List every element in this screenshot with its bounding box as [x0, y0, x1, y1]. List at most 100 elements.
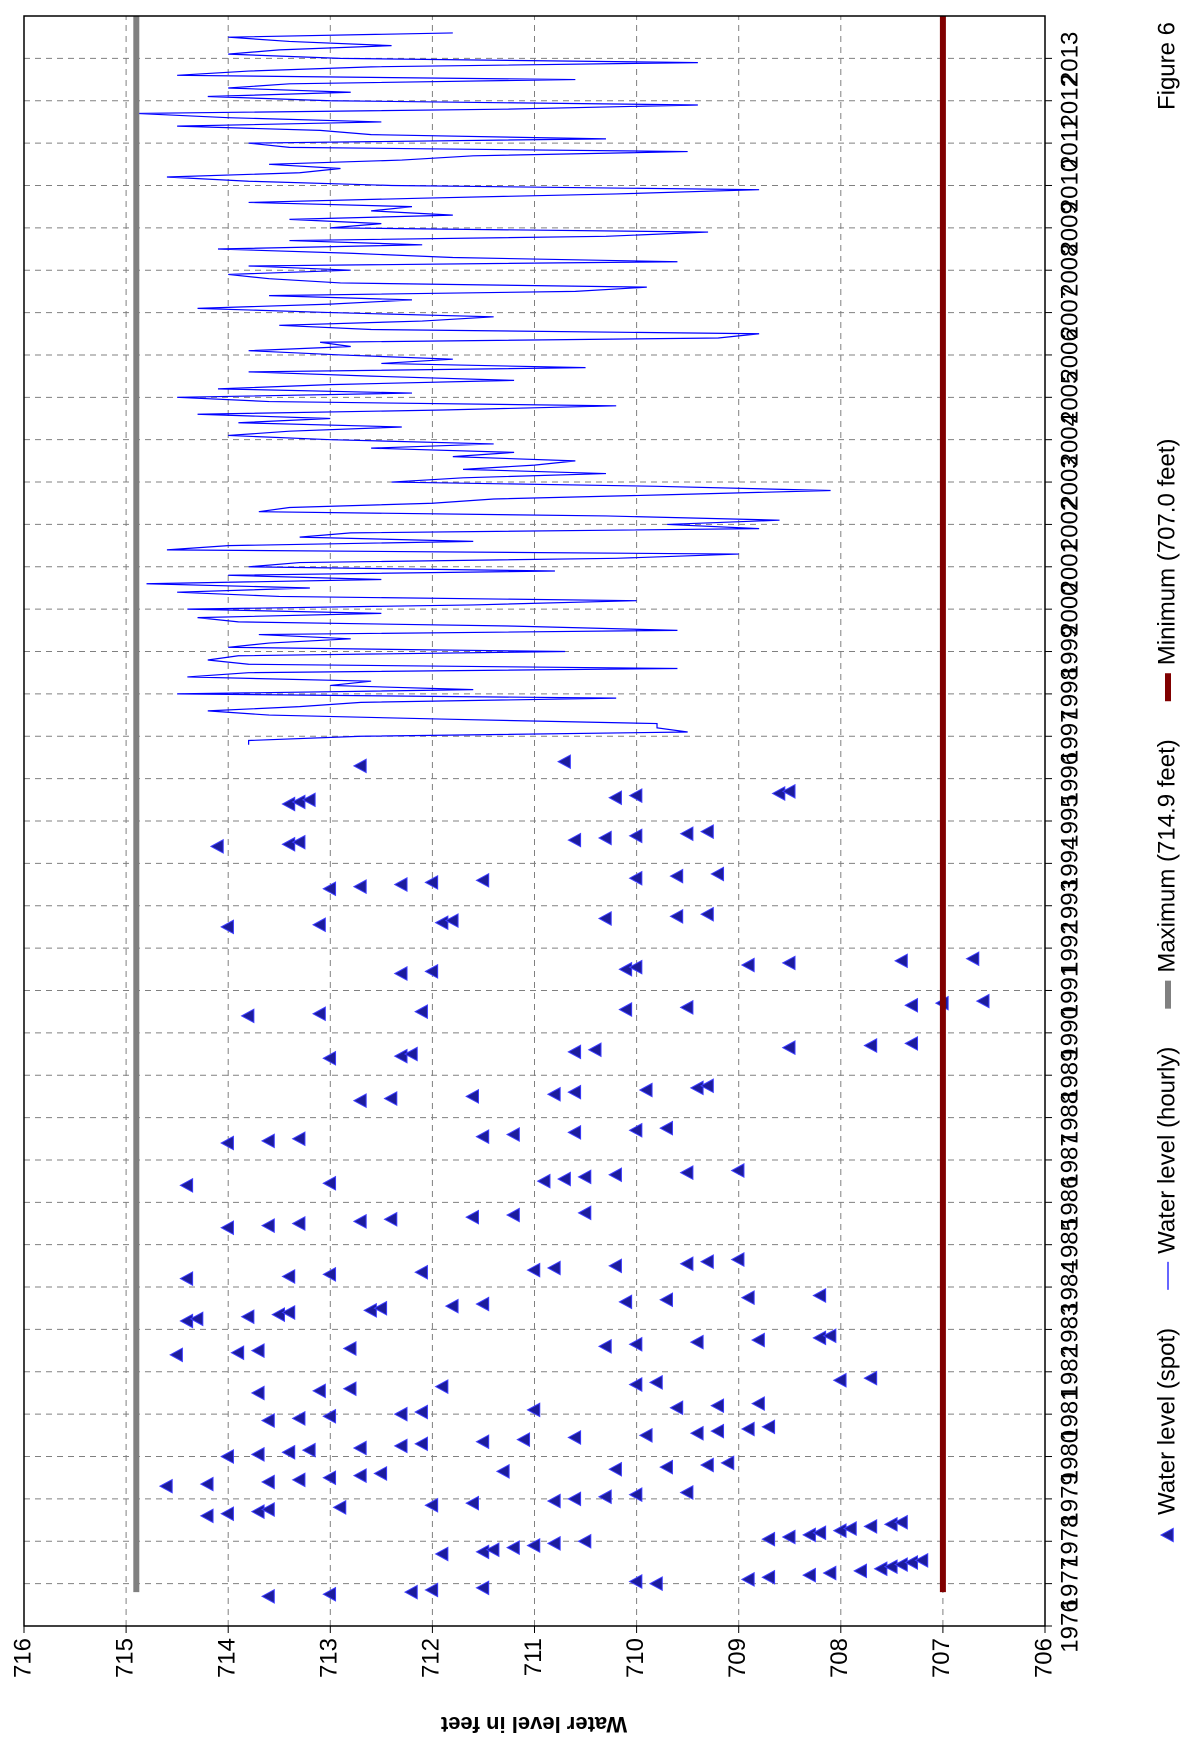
y-axis-title: Water level in feet: [440, 1712, 627, 1737]
data-point: [648, 1374, 663, 1390]
data-point: [689, 1334, 704, 1350]
data-point: [710, 1398, 725, 1414]
data-point: [842, 1521, 857, 1537]
data-point: [220, 919, 234, 935]
data-point: [209, 838, 224, 854]
x-tick-label: 1987: [1056, 1133, 1083, 1186]
data-point: [700, 906, 714, 922]
data-point: [424, 1582, 439, 1598]
data-point: [863, 1518, 878, 1534]
data-point: [567, 1084, 582, 1100]
data-point: [781, 1040, 796, 1056]
legend-label: Water level (hourly): [1153, 1047, 1180, 1254]
data-point: [832, 1372, 847, 1388]
data-point: [352, 1093, 367, 1109]
y-tick-label: 713: [316, 1638, 343, 1678]
legend-swatch: [1159, 1527, 1174, 1543]
data-point: [822, 1328, 837, 1344]
x-tick-label: 1982: [1056, 1345, 1083, 1398]
data-point: [363, 1302, 377, 1318]
x-tick-label: 1994: [1056, 837, 1083, 890]
data-point: [281, 1444, 296, 1460]
data-point: [975, 993, 990, 1009]
data-point: [802, 1567, 816, 1583]
data-point: [628, 870, 643, 886]
data-point: [414, 1264, 428, 1280]
data-point: [597, 910, 612, 926]
data-point: [352, 1440, 367, 1456]
data-point: [312, 1006, 326, 1022]
data-point: [332, 1499, 347, 1515]
data-point: [220, 1449, 234, 1465]
data-point: [863, 1370, 878, 1386]
y-tick-label: 712: [418, 1638, 445, 1678]
data-point: [567, 1491, 582, 1507]
data-point: [638, 1082, 653, 1098]
data-point: [567, 832, 582, 848]
data-point: [444, 1298, 459, 1314]
y-tick-label: 716: [9, 1638, 36, 1678]
data-point: [873, 1561, 888, 1577]
data-point: [250, 1343, 265, 1359]
x-tick-label: 2001: [1056, 540, 1083, 593]
data-point: [393, 966, 408, 982]
data-point: [465, 1495, 479, 1511]
data-point: [281, 1268, 296, 1284]
data-point: [710, 1423, 725, 1439]
data-point: [291, 1472, 306, 1488]
data-point: [761, 1569, 776, 1585]
y-tick-label: 715: [111, 1638, 138, 1678]
data-point: [250, 1446, 265, 1462]
x-tick-label: 1999: [1056, 625, 1083, 678]
data-point: [567, 1429, 582, 1445]
data-point: [710, 866, 725, 882]
data-point: [495, 1463, 510, 1479]
data-point: [465, 1088, 479, 1104]
data-point: [291, 1410, 306, 1426]
data-point: [812, 1525, 827, 1541]
data-point: [526, 1538, 541, 1553]
data-point: [730, 1252, 745, 1268]
data-point: [312, 1383, 326, 1399]
data-point: [352, 1468, 367, 1484]
data-point: [618, 1002, 633, 1018]
data-point: [352, 1213, 367, 1229]
data-point: [240, 1008, 255, 1024]
data-point: [169, 1347, 183, 1363]
x-tick-label: 1983: [1056, 1303, 1083, 1356]
y-tick-label: 709: [724, 1638, 751, 1678]
data-point: [260, 1588, 275, 1604]
data-point: [577, 1533, 592, 1549]
chart-title: Figure 6: [1153, 22, 1180, 110]
data-point: [536, 1173, 551, 1189]
data-point: [648, 1576, 663, 1592]
x-tick-label: 1991: [1056, 964, 1083, 1017]
data-point: [781, 1529, 796, 1545]
data-point: [414, 1436, 428, 1452]
data-point: [260, 1218, 275, 1234]
data-point: [597, 1338, 612, 1354]
data-point: [352, 758, 367, 774]
y-tick-label: 707: [928, 1638, 955, 1678]
y-tick-label: 711: [520, 1638, 547, 1676]
data-point: [628, 1122, 643, 1138]
data-point: [863, 1038, 878, 1054]
data-point: [894, 953, 908, 969]
data-point: [393, 877, 408, 893]
data-point: [475, 872, 490, 888]
data-point: [352, 879, 367, 895]
y-tick-label: 706: [1030, 1638, 1057, 1678]
data-point: [761, 1419, 776, 1435]
data-point: [608, 1461, 622, 1477]
y-tick-label: 710: [622, 1638, 649, 1678]
data-point: [424, 874, 439, 890]
rotated-chart: Water level in feet Figure 6 706 707 708 70…: [9, 15, 1180, 1737]
x-tick-label: 1989: [1056, 1049, 1083, 1102]
data-point: [414, 1004, 428, 1020]
data-point: [700, 824, 714, 840]
data-point: [281, 796, 296, 812]
data-point: [557, 1171, 571, 1187]
data-point: [485, 1542, 500, 1558]
data-point: [567, 1124, 582, 1140]
